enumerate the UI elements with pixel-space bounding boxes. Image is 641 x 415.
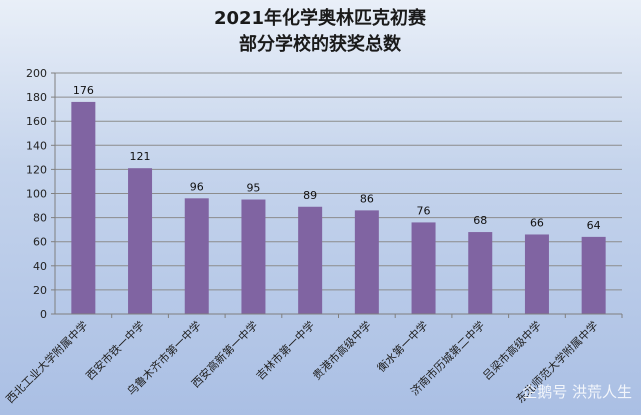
data-label: 68	[473, 214, 487, 227]
bar	[184, 198, 209, 314]
y-tick-label: 140	[26, 139, 47, 152]
y-axis-ticks: 0 20 40 60 80 100 120 140 160 180 200	[26, 67, 55, 321]
x-tick-label: 贵港市高级中学	[310, 318, 374, 382]
data-label: 176	[73, 84, 94, 97]
x-tick-label: 吉林市第一中学	[253, 318, 317, 382]
x-tick-label: 西安市铁一中学	[83, 318, 147, 382]
y-tick-label: 100	[26, 188, 47, 201]
x-tick-label: 衡水第一中学	[374, 318, 431, 375]
bar	[468, 232, 493, 314]
y-tick-label: 20	[33, 284, 47, 297]
y-tick-label: 80	[33, 212, 47, 225]
watermark: 企鹅号 洪荒人生	[522, 383, 632, 401]
y-tick-label: 120	[26, 163, 47, 176]
bar	[128, 168, 153, 314]
data-label: 66	[530, 216, 544, 229]
bars	[71, 101, 606, 314]
data-label: 96	[190, 180, 204, 193]
data-label: 89	[303, 189, 317, 202]
data-label: 64	[587, 219, 601, 232]
y-tick-label: 40	[33, 260, 47, 273]
data-label: 76	[417, 204, 431, 217]
bar	[241, 199, 266, 314]
x-tick-label: 吕梁市高级中学	[480, 318, 544, 382]
bar	[524, 234, 549, 314]
data-labels: 176 121 96 95 89 86 76 68 66 64	[73, 84, 601, 232]
data-label: 86	[360, 192, 374, 205]
bar	[71, 101, 96, 314]
x-tick-label: 西北工业大学附属中学	[3, 318, 91, 406]
chart-title-line-2: 部分学校的获奖总数	[239, 33, 402, 55]
data-label: 121	[130, 150, 151, 163]
data-label: 95	[246, 182, 260, 195]
bar	[354, 210, 379, 314]
y-tick-label: 200	[26, 67, 47, 80]
y-tick-label: 160	[26, 115, 47, 128]
bar	[581, 236, 606, 314]
chart-title-line-1: 2021年化学奥林匹克初赛	[214, 7, 427, 29]
y-tick-label: 60	[33, 236, 47, 249]
y-tick-label: 0	[40, 308, 47, 321]
bar	[411, 222, 436, 314]
y-tick-label: 180	[26, 91, 47, 104]
bar	[298, 206, 323, 314]
